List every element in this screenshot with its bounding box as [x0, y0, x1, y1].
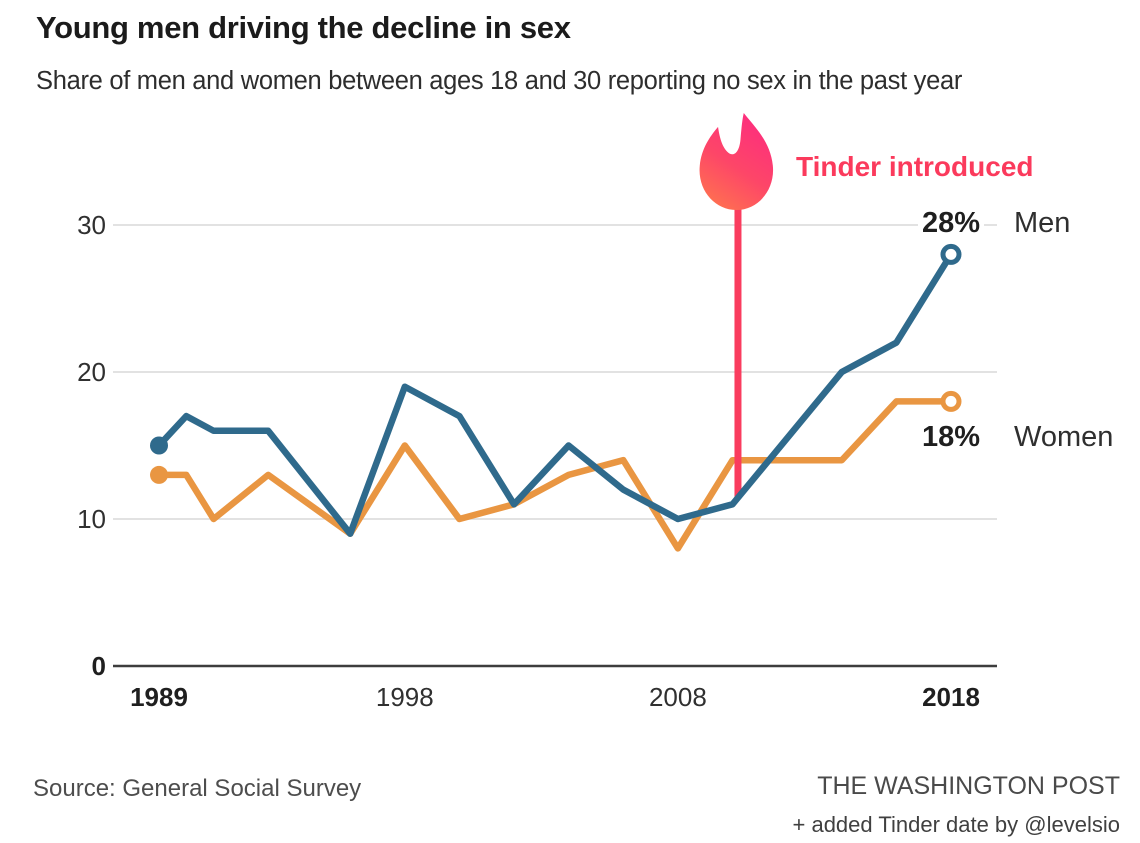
x-tick-2018: 2018: [922, 682, 980, 712]
x-tick-2008: 2008: [648, 682, 707, 712]
women-end-value: 18%: [917, 420, 984, 454]
publisher-attribution: THE WASHINGTON POST: [817, 772, 1120, 800]
y-tick-30: 30: [77, 210, 106, 240]
source-note: Source: General Social Survey: [33, 775, 362, 802]
tinder-flame-icon: [699, 112, 774, 211]
tinder-annotation-label: Tinder introduced: [796, 151, 1034, 182]
x-tick-1989: 1989: [130, 682, 188, 712]
gridlines: [113, 224, 997, 668]
start-dot-men: [150, 436, 168, 455]
page-title: Young men driving the decline in sex: [36, 10, 571, 45]
line-women: [159, 398, 951, 552]
men-end-value: 28%: [917, 206, 984, 240]
start-dot-women: [150, 465, 168, 484]
end-marker-women: [940, 390, 962, 412]
end-marker-men: [940, 243, 962, 265]
y-tick-20: 20: [77, 357, 106, 387]
men-series: [156, 252, 954, 537]
tinder-date-credit: + added Tinder date by @levelsio: [792, 812, 1121, 837]
line-men: [156, 252, 954, 537]
women-series: [159, 398, 951, 552]
women-series-label: Women: [1014, 421, 1114, 453]
y-tick-10: 10: [77, 504, 106, 534]
men-series-label: Men: [1014, 207, 1071, 239]
x-tick-1998: 1998: [375, 682, 434, 712]
y-tick-0: 0: [91, 651, 106, 681]
page-subtitle: Share of men and women between ages 18 a…: [36, 67, 963, 95]
series-markers: [150, 243, 962, 484]
